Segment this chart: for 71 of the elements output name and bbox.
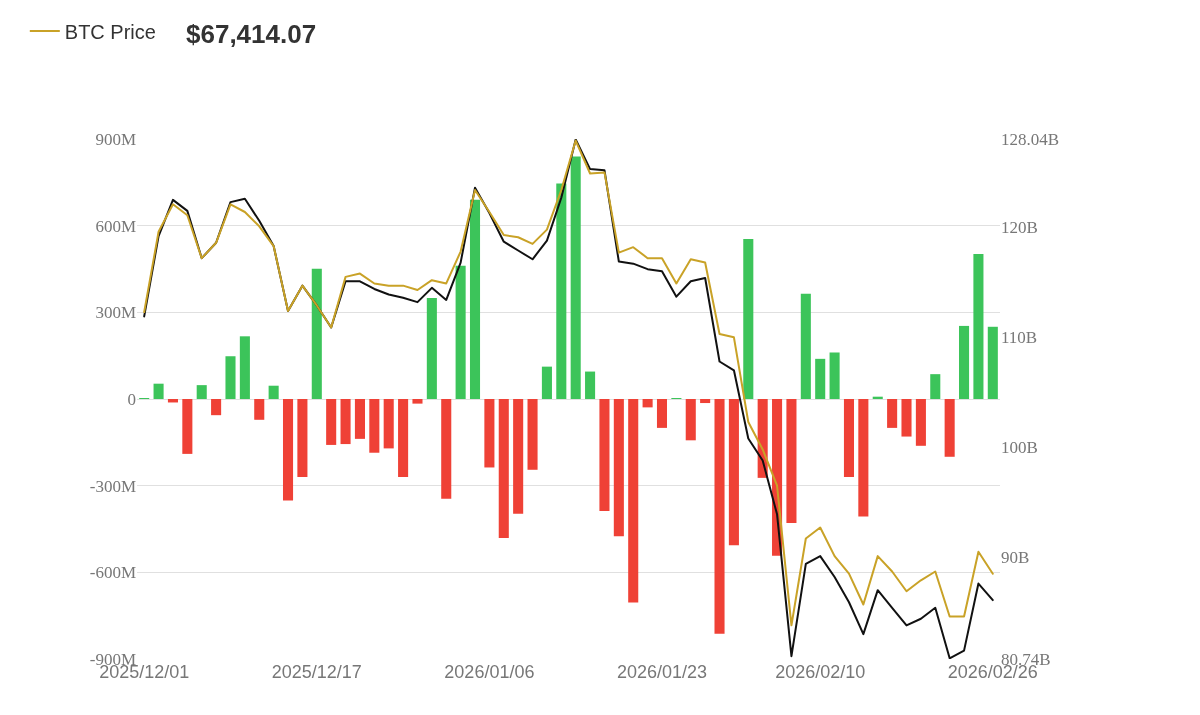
bar: [153, 383, 164, 399]
bar: [887, 399, 898, 428]
bar: [340, 399, 351, 445]
legend-label: BTC Price: [64, 20, 156, 43]
y-tick-label: -600M: [89, 563, 136, 583]
y2-tick-label: 120B: [1001, 218, 1038, 238]
bar: [901, 399, 912, 437]
text: $67,414.07: [186, 19, 317, 49]
bar: [959, 325, 970, 399]
bar: [211, 399, 222, 416]
bar: [225, 356, 236, 399]
bar: [613, 399, 624, 537]
bar: [714, 399, 725, 634]
bar: [800, 293, 811, 399]
bar: [786, 399, 797, 523]
y-tick-label: 900M: [95, 129, 136, 149]
bar: [326, 399, 337, 445]
bar: [527, 399, 538, 470]
bar: [398, 399, 409, 477]
y2-tick-label: 110B: [1001, 328, 1038, 348]
bar: [700, 399, 711, 404]
y-tick-label: 0: [127, 389, 136, 409]
bar: [728, 399, 739, 546]
bar: [426, 297, 437, 399]
y2-tick-label: 100B: [1001, 438, 1038, 458]
bar: [541, 366, 552, 399]
y-tick-label: 300M: [95, 303, 136, 323]
bar: [513, 399, 524, 514]
bar: [254, 399, 265, 420]
bar: [311, 268, 322, 399]
bar: [915, 399, 926, 446]
bar: [829, 352, 840, 399]
bar: [282, 399, 294, 501]
x-tick-label: 2026/02/10: [775, 662, 866, 682]
y2-tick-label: 128.04B: [1001, 129, 1060, 149]
bar: [297, 399, 308, 477]
y2-tick-label: 90B: [1001, 548, 1030, 568]
bar: [354, 399, 365, 439]
bar: [484, 399, 495, 468]
bar: [182, 399, 193, 454]
bar: [930, 374, 941, 399]
bar: [556, 183, 567, 399]
bar: [570, 156, 581, 399]
bar: [268, 385, 279, 399]
bar: [369, 399, 380, 453]
bar: [239, 336, 250, 399]
bar: [455, 265, 466, 399]
bar: [599, 399, 610, 512]
bar: [498, 399, 509, 538]
bar: [469, 199, 481, 399]
bar: [412, 399, 423, 404]
bar: [441, 399, 452, 499]
bar: [944, 399, 955, 457]
x-tick-label: 2026/01/23: [616, 662, 708, 682]
bar: [743, 238, 754, 399]
bar: [685, 399, 696, 441]
bar: [585, 371, 596, 399]
bar: [843, 399, 855, 477]
bar: [383, 399, 394, 449]
bar: [987, 326, 998, 399]
y-tick-label: 600M: [95, 216, 136, 236]
bar: [642, 399, 653, 408]
bar: [196, 385, 207, 399]
bar: [973, 253, 984, 399]
x-tick-label: 2025/12/17: [271, 662, 362, 682]
y-tick-label: -300M: [89, 476, 136, 496]
bar: [815, 358, 826, 399]
x-tick-label: 2026/01/06: [444, 662, 535, 682]
bar: [858, 399, 869, 517]
bar: [656, 399, 668, 428]
bar: [628, 399, 639, 603]
